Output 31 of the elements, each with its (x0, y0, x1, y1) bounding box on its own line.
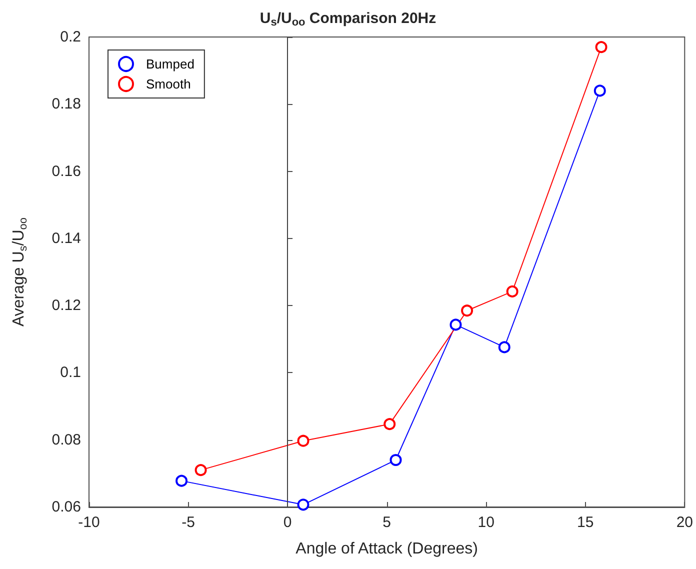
y-tick-label: 0.06 (52, 498, 81, 516)
point (390, 454, 402, 466)
x-tick-label: 5 (382, 514, 391, 531)
point (384, 418, 396, 430)
x-axis-title: Angle of Attack (Degrees) (296, 540, 478, 558)
legend-label: Bumped (146, 56, 194, 72)
point (461, 304, 474, 317)
x-tick-label: 20 (676, 514, 693, 531)
y-tick-label: 0.16 (52, 162, 81, 180)
y-tick-label: 0.12 (52, 297, 81, 314)
point (595, 41, 608, 54)
x-tick-label: 0 (283, 514, 292, 531)
point (594, 84, 606, 97)
y-tick-label: 0.1 (60, 364, 81, 382)
y-tick-label: 0.14 (52, 230, 81, 247)
y-tick-label: 0.08 (52, 431, 81, 448)
x-tick-label: -5 (182, 514, 195, 531)
x-tick-label: 10 (478, 514, 494, 531)
legend-label: Smooth (146, 76, 191, 92)
point (506, 285, 518, 298)
point (297, 434, 310, 447)
x-tick-label: -10 (78, 514, 100, 531)
point (176, 474, 188, 487)
y-tick-label: 0.2 (60, 28, 81, 46)
point (450, 318, 462, 331)
point (498, 341, 510, 354)
x-tick-label: 15 (577, 514, 594, 531)
point (297, 498, 310, 511)
y-axis-title: Average Us/Uoo (10, 217, 30, 327)
point (194, 464, 207, 476)
y-tick-label: 0.18 (52, 96, 81, 113)
